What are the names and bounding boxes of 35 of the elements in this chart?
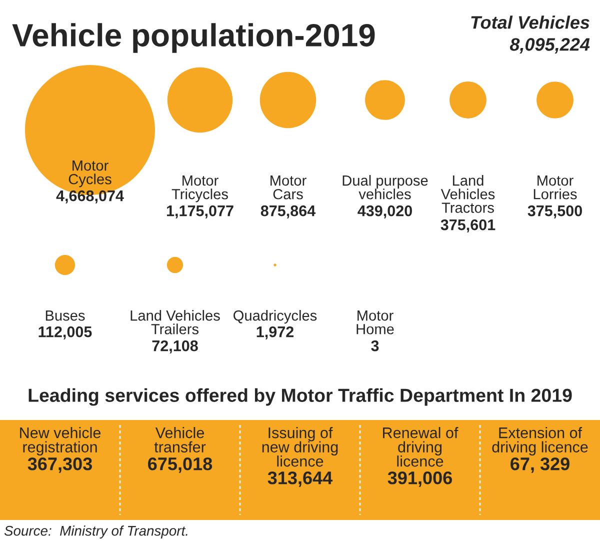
category-label: Renewal of driving licence <box>383 427 458 467</box>
text: 67, 329 <box>510 457 570 473</box>
data-label: 1,972 <box>256 326 294 340</box>
category-label: Motor Home <box>356 310 394 334</box>
text: 313,644 <box>268 471 333 487</box>
data-label: 3 <box>371 340 379 352</box>
category-label: Issuing of new driving licence <box>262 427 338 467</box>
category-label: Dual purpose vehicles <box>342 175 428 200</box>
source-note: Source: Ministry of Transport. <box>4 526 188 538</box>
category-label: Vehicle transfer <box>154 427 206 452</box>
category-label: New vehicle registration <box>20 427 101 456</box>
text: Leading services offered by Motor Traffic Department In 2019 <box>28 388 572 406</box>
category-label: Land Vehicles Tractors <box>440 175 495 213</box>
data-label: 112,005 <box>38 326 92 340</box>
data-label: 72,108 <box>152 340 198 354</box>
text: Total Vehicles <box>471 16 590 29</box>
category-label: Motor Cycles <box>68 160 112 188</box>
text: 367,303 <box>28 457 92 473</box>
category-label: Land Vehicles Trailers <box>130 310 220 334</box>
text: Vehicle population-2019 <box>12 23 375 53</box>
text: 8,095,224 <box>510 38 590 54</box>
data-label: 439,020 <box>358 205 412 218</box>
text: 391,006 <box>388 471 452 487</box>
category-label: Quadricycles <box>234 310 317 324</box>
text: 675,018 <box>148 457 212 473</box>
category-label: Motor Cars <box>270 176 306 200</box>
data-label: 375,500 <box>528 205 582 218</box>
data-label: 875,864 <box>260 205 316 218</box>
data-label: 1,175,077 <box>166 205 234 218</box>
category-label: Buses <box>46 310 85 321</box>
data-label: 375,601 <box>440 219 496 232</box>
category-label: Motor Lorries <box>534 176 577 200</box>
data-label: 4,668,074 <box>56 190 124 204</box>
category-label: Motor Tricycles <box>172 176 228 202</box>
category-label: Extension of driving licence <box>492 427 588 456</box>
